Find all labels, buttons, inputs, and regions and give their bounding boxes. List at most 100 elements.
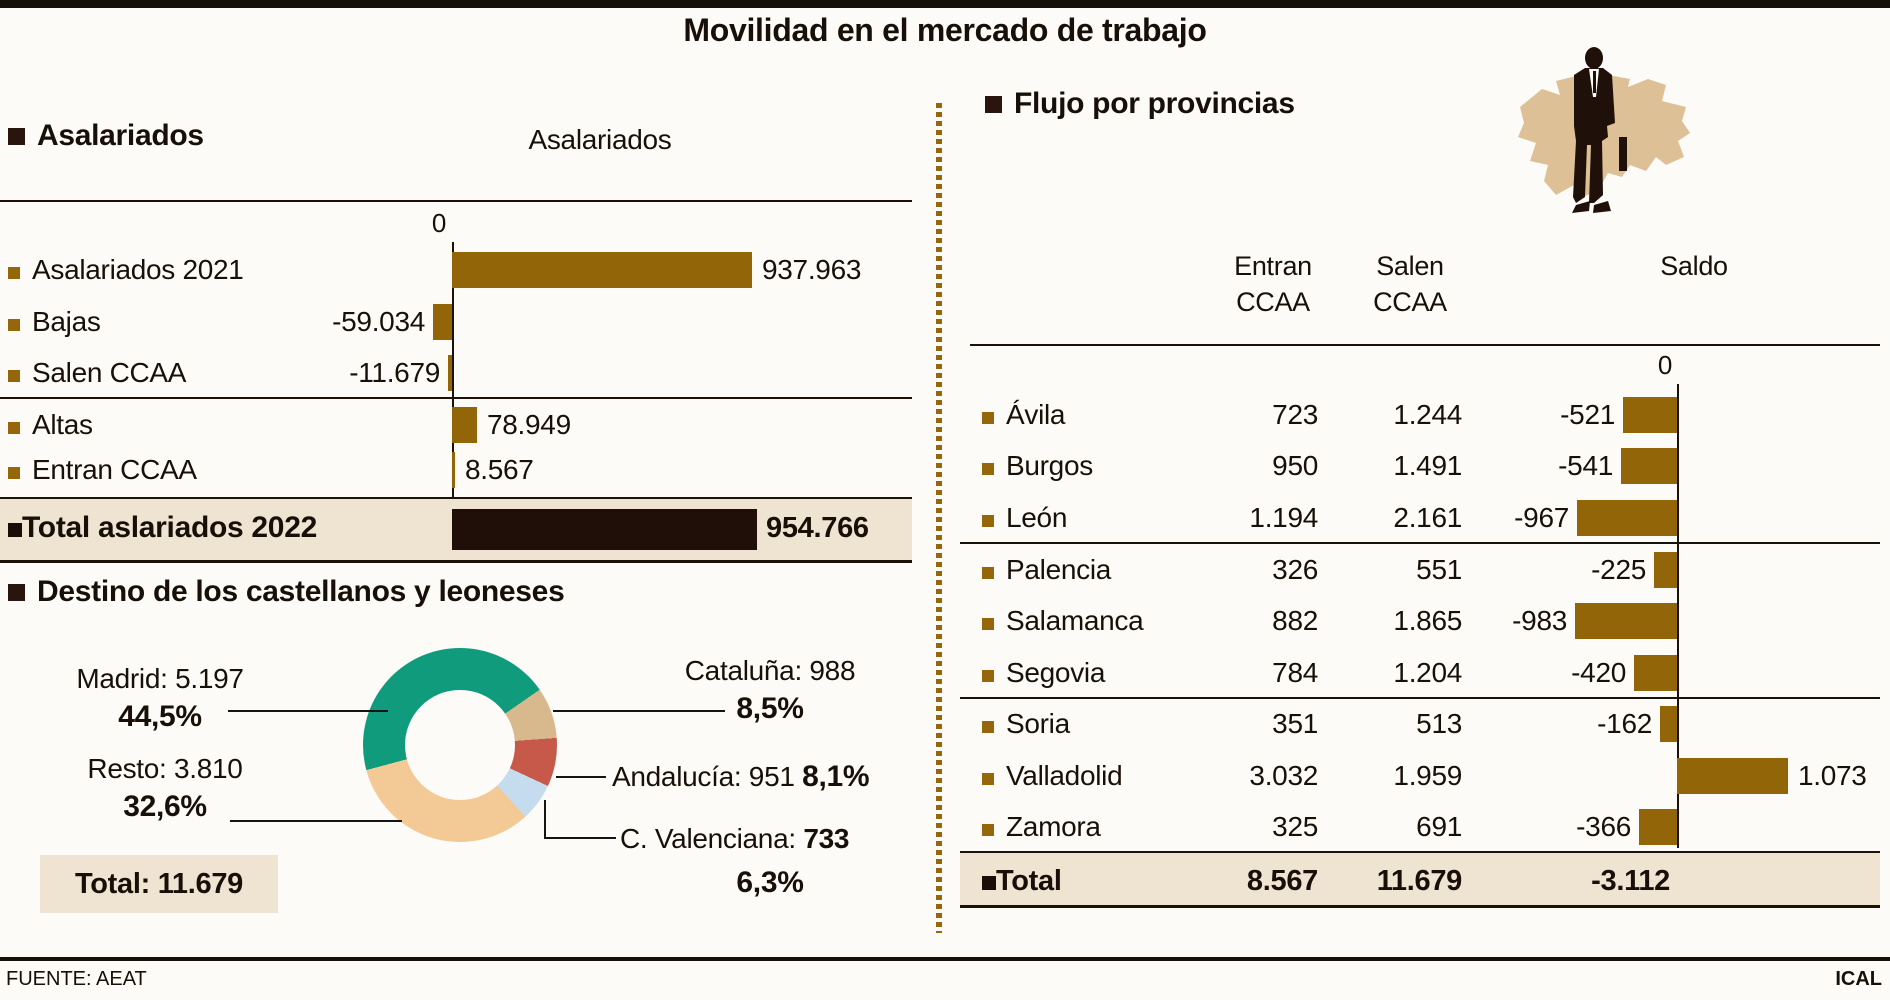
donut-label-valenciana-pct: 6,3% [736,866,804,899]
province-row-label: Soria [982,704,1070,744]
asalariados-heading: Asalariados [8,118,204,154]
bar-value-label: 78.949 [487,409,571,440]
entran-value: 882 [1272,605,1318,636]
saldo-bar [1621,448,1677,484]
flujo-total-label: Total [982,861,1062,901]
asalariados-chart-label: Asalariados [528,124,672,155]
salen-value: 1.491 [1393,450,1462,481]
saldo-value: -420 [1571,657,1626,688]
saldo-bar [1639,809,1677,845]
destino-heading: Destino de los castellanos y leoneses [8,574,565,610]
salen-value: 1.244 [1393,399,1462,430]
section-bullet-icon [985,96,1002,113]
entran-value: 950 [1272,450,1318,481]
row-bullet-icon [982,670,994,682]
asalariados-bar-rows: Asalariados 2021 937.963 Bajas -59.034 Salen… [0,0,912,1000]
province-row-label: Valladolid [982,756,1123,796]
footer-rule [0,957,1890,961]
leader-line-madrid [228,710,388,712]
bar-row-label: Altas [8,405,93,445]
flujo-total-band [960,851,1880,908]
saldo-bar [1654,552,1677,588]
row-bullet-icon [8,422,20,434]
flujo-total-entran: 8.567 [1246,865,1318,897]
donut-hole [405,690,515,800]
row-bullet-icon [982,824,994,836]
bar-row-label: Salen CCAA [8,353,186,393]
province-row-label: Palencia [982,550,1111,590]
province-row-label: Segovia [982,653,1105,693]
entran-value: 325 [1272,811,1318,842]
flujo-total-salen: 11.679 [1376,865,1463,897]
col-header-salen: Salen CCAA [1373,251,1447,317]
saldo-value: -162 [1597,708,1652,739]
row-bullet-icon [8,370,20,382]
destino-total-box: Total: 11.679 [40,855,278,913]
asalariados-total-value: 954.766 [766,512,869,544]
value-bar [448,355,452,391]
header-rule [970,344,1880,346]
row-bullet-icon [8,267,20,279]
row-bullet-icon [8,319,20,331]
value-bar [433,304,452,340]
salen-value: 551 [1416,554,1462,585]
province-row-label: Salamanca [982,601,1144,641]
group-divider-2 [960,697,1880,699]
saldo-zero-label: 0 [1657,350,1672,380]
saldo-bar [1660,706,1677,742]
entran-value: 723 [1272,399,1318,430]
flujo-heading: Flujo por provincias [985,86,1295,122]
businessman-map-illustration [1518,47,1690,213]
saldo-bar [1634,655,1677,691]
leader-line-resto [230,820,402,822]
bar-row-label: Entran CCAA [8,450,197,490]
source-credit: FUENTE: AEAT [6,968,147,990]
section-bullet-icon [8,584,25,601]
bar-value-label: 937.963 [762,254,862,285]
donut-label-valenciana: C. Valenciana: 733 [620,823,850,854]
donut-label-madrid: Madrid: 5.197 44,5% [76,663,244,733]
leader-line-valenciana-h [544,837,616,839]
entran-value: 1.194 [1249,502,1318,533]
saldo-value: -983 [1512,605,1567,636]
province-row-label: Ávila [982,395,1066,435]
value-bar [452,252,752,288]
bar-value-label: 8.567 [465,454,534,485]
entran-value: 3.032 [1249,760,1318,791]
saldo-value: -541 [1558,450,1613,481]
row-bullet-icon [982,412,994,424]
salen-value: 2.161 [1393,502,1462,533]
bar-value-label: -59.034 [332,306,425,337]
row-bullet-icon [982,618,994,630]
businessman-silhouette [1572,47,1627,213]
saldo-value: -967 [1514,502,1569,533]
saldo-value: 1.073 [1798,760,1867,791]
page-title: Movilidad en el mercado de trabajo [683,12,1207,48]
saldo-value: -225 [1591,554,1646,585]
leader-line-cataluna [553,710,725,712]
province-row-label: Zamora [982,807,1101,847]
bar-row-label: Bajas [8,302,101,342]
saldo-bar [1575,603,1677,639]
total-bullet-icon [982,876,996,890]
donut-label-resto: Resto: 3.810 32,6% [87,753,243,823]
axis-zero-label: 0 [431,208,446,238]
salen-value: 1.959 [1393,760,1462,791]
value-bar [452,452,455,488]
tie-shape [1593,71,1596,93]
bar-value-label: -11.679 [349,357,440,388]
dotted-divider [936,103,942,933]
top-band [0,0,1890,8]
col-header-saldo: Saldo [1660,251,1728,281]
asalariados-total-label: Total aslariados 2022 [8,508,317,548]
province-row-label: Burgos [982,446,1093,486]
agency-credit: ICAL [1835,968,1882,990]
province-row-label: León [982,498,1067,538]
entran-value: 784 [1272,657,1318,688]
flujo-table-rows: Ávila 723 1.244 -521 Burgos 950 1.491 -541 León 1… [960,0,1880,1000]
saldo-bar [1677,758,1788,794]
entran-value: 351 [1272,708,1318,739]
leader-line-valenciana-v [544,800,546,839]
salen-value: 1.204 [1393,657,1462,688]
